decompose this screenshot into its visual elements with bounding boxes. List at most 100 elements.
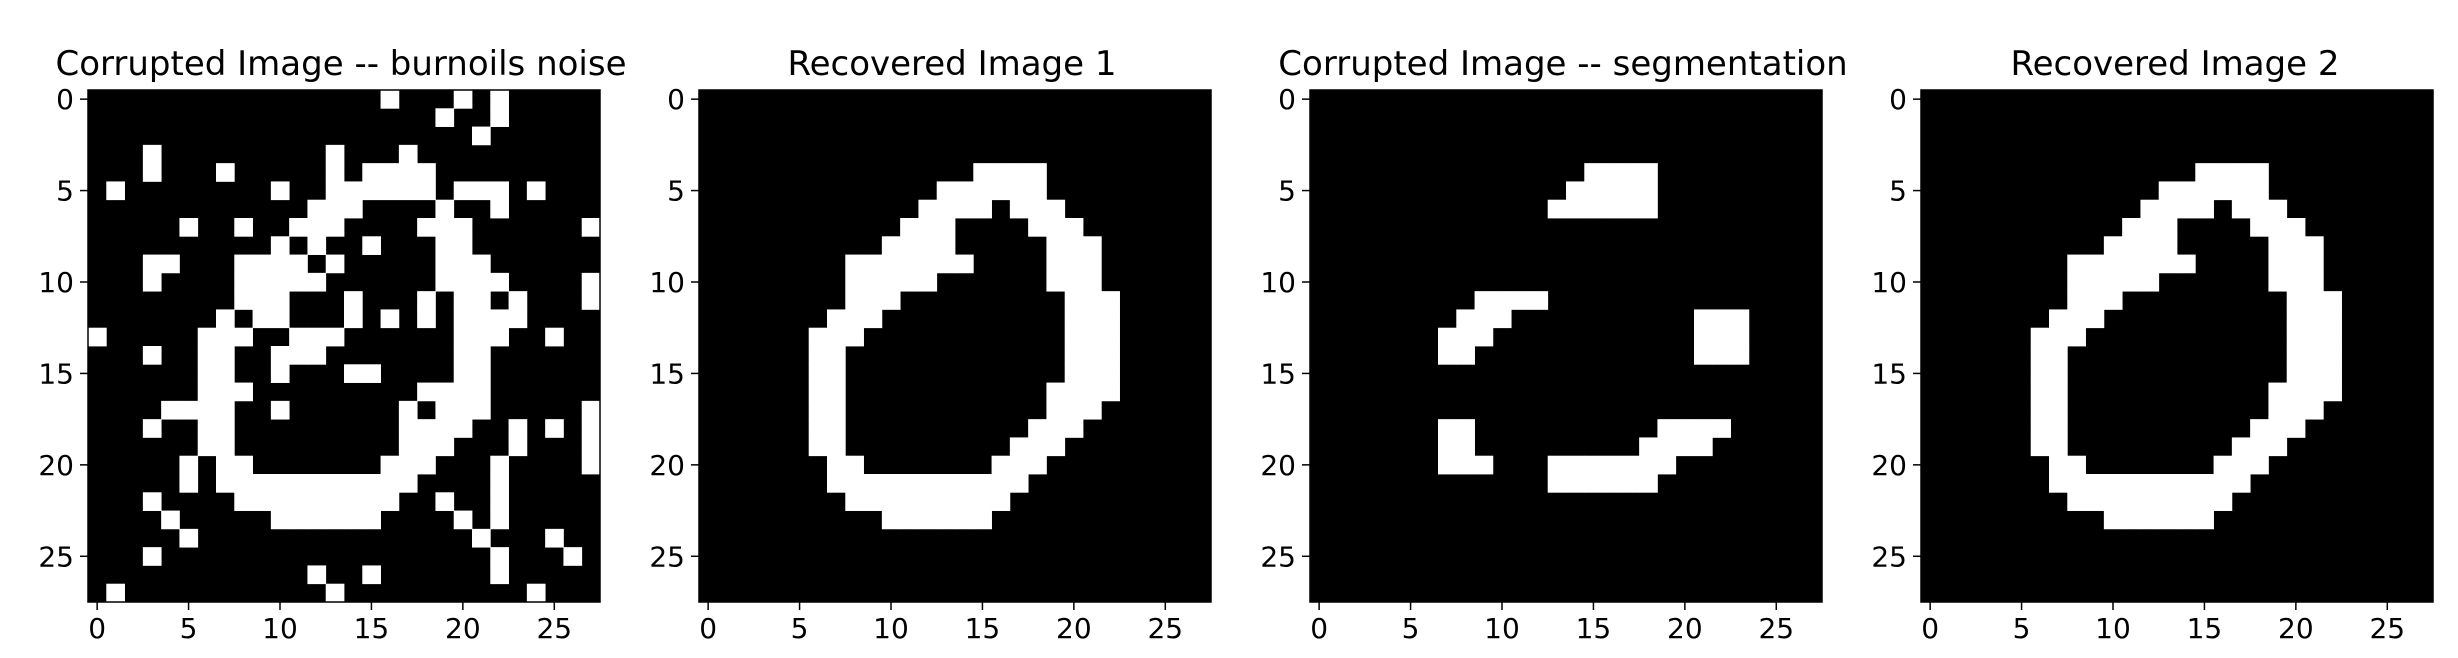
pixel-cell (900, 510, 919, 530)
pixel-cell (827, 382, 846, 402)
pixel-cell (417, 309, 436, 329)
pixel-cell (2140, 492, 2160, 511)
pixel-cell (845, 272, 864, 292)
y-tick-label: 20 (1871, 449, 1907, 482)
pixel-cell (2286, 309, 2306, 329)
pixel-cell (490, 181, 509, 201)
pixel-cell (881, 236, 901, 255)
pixel-cell (1064, 364, 1084, 383)
pixel-cell (1694, 309, 1713, 329)
pixel-cell (845, 492, 864, 511)
y-tick-label: 25 (38, 540, 74, 573)
pixel-cell (234, 455, 253, 475)
pixel-cell (827, 419, 846, 438)
pixel-cell (362, 236, 381, 255)
pixel-cell (325, 474, 345, 493)
pixel-cell (2067, 254, 2086, 274)
pixel-cell (398, 455, 418, 475)
pixel-cell (289, 492, 308, 511)
pixel-cell (863, 254, 883, 274)
pixel-cell (526, 181, 546, 201)
pixel-cell (2067, 291, 2086, 310)
pixel-cell (453, 291, 473, 310)
pixel-cell (1547, 455, 1567, 475)
pixel-cell (142, 492, 162, 511)
pixel-cell (216, 346, 235, 365)
pixel-cell (973, 163, 992, 182)
pixel-cell (2177, 474, 2196, 493)
pixel-cell (325, 163, 345, 182)
pixel-cell (270, 474, 290, 493)
pixel-cell (918, 218, 938, 237)
pixel-cell (2250, 437, 2269, 457)
pixel-cell (161, 510, 180, 530)
pixel-cell (1620, 455, 1640, 475)
pixel-cell (472, 327, 491, 347)
pixel-cell (472, 254, 491, 274)
pixel-cell (2122, 236, 2141, 255)
pixel-cell (2213, 492, 2233, 511)
pixel-cell (863, 291, 883, 310)
pixel-cell (1083, 291, 1102, 310)
pixel-cell (827, 437, 846, 457)
pixel-cell (2268, 199, 2288, 219)
pixel-cell (918, 510, 938, 530)
pixel-cell (2158, 492, 2178, 511)
pixel-cell (1474, 455, 1494, 475)
pixel-cell (2305, 400, 2324, 420)
pixel-cell (1639, 181, 1658, 201)
pixel-cell (991, 474, 1011, 493)
pixel-cell (2140, 254, 2160, 274)
pixel-cell (490, 108, 509, 127)
pixel-cell (1028, 163, 1047, 182)
pixel-cell (2158, 199, 2178, 219)
pixel-cell (827, 455, 846, 475)
pixel-cell (453, 364, 473, 383)
pixel-cell (453, 254, 473, 274)
pixel-cell (453, 236, 473, 255)
pixel-cell (508, 419, 528, 438)
x-tick-label: 0 (699, 612, 717, 645)
panel-1: Corrupted Image -- burnoils noise 0 5 10 15… (38, 44, 626, 645)
x-tick-label: 20 (2278, 612, 2314, 645)
pixel-cell (900, 236, 919, 255)
pixel-cell (1584, 474, 1603, 493)
pixel-cell (453, 309, 473, 329)
pixel-cell (307, 474, 327, 493)
pixel-cell (955, 254, 974, 274)
pixel-cell (2103, 254, 2123, 274)
pixel-cell (490, 474, 509, 493)
panel-4-image (1920, 89, 2434, 603)
pixel-cell (2122, 510, 2141, 530)
pixel-cell (881, 272, 901, 292)
pixel-cell (417, 455, 436, 475)
pixel-cell (1064, 327, 1084, 347)
pixel-cell (307, 218, 327, 237)
pixel-cell (2305, 309, 2324, 329)
pixel-cell (1584, 181, 1603, 201)
pixel-cell (881, 474, 901, 493)
pixel-cell (845, 455, 864, 475)
pixel-cell (1064, 400, 1084, 420)
pixel-cell (1456, 309, 1475, 329)
pixel-cell (2103, 474, 2123, 493)
pixel-cell (270, 291, 290, 310)
pixel-cell (344, 510, 363, 530)
pixel-cell (417, 419, 436, 438)
pixel-cell (490, 199, 509, 219)
x-tick-label: 15 (1576, 612, 1612, 645)
pixel-cell (1566, 181, 1585, 201)
pixel-cell (435, 272, 455, 292)
pixel-cell (1028, 419, 1047, 438)
panel-1-image (87, 89, 601, 603)
pixel-cell (1101, 309, 1120, 329)
pixel-cell (435, 218, 455, 237)
y-tick-label: 0 (1889, 83, 1907, 116)
pixel-cell (197, 419, 217, 438)
pixel-cell (472, 126, 491, 146)
pixel-cell (1009, 181, 1029, 201)
y-tick-label: 15 (38, 357, 74, 390)
pixel-cell (398, 181, 418, 201)
pixel-cell (289, 254, 308, 274)
pixel-cell (1694, 419, 1713, 438)
